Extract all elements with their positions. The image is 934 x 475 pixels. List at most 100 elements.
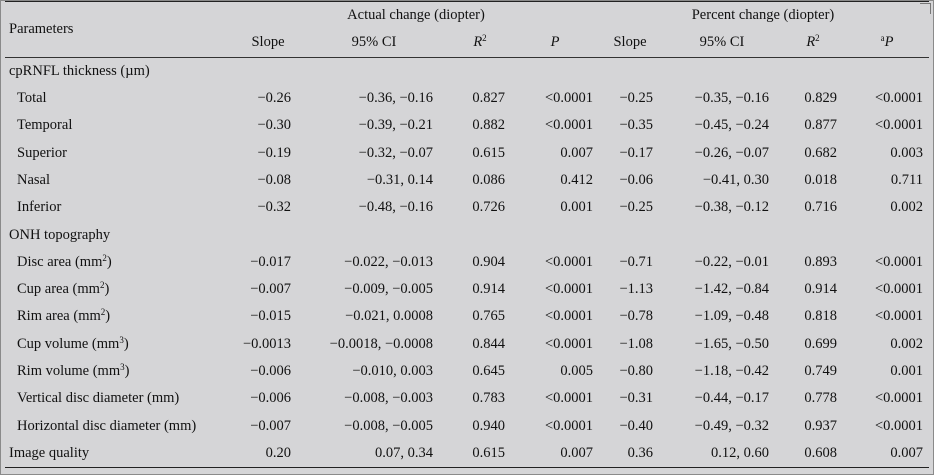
p-value: <0.0001 [544, 417, 593, 434]
p-value: <0.0001 [544, 390, 593, 407]
percent-ci-value: −0.41, 0.30 [702, 171, 769, 188]
table-row: Horizontal disc diameter (mm) −0.007 −0.00… [5, 412, 929, 439]
p-value: <0.0001 [544, 308, 593, 325]
adjusted-p-value: 0.002 [890, 199, 923, 216]
slope-value: −0.26 [257, 90, 291, 107]
p-value: <0.0001 [544, 253, 593, 270]
table-row: Rim area (mm2) −0.015 −0.021, 0.0008 0.765 <… [5, 303, 929, 330]
percent-r2-value: 0.818 [804, 308, 837, 325]
table-row-image-quality: Image quality 0.20 0.07, 0.34 0.615 0.007 0.3… [5, 439, 929, 469]
row-label: Nasal [17, 171, 51, 188]
header-p: P [513, 29, 597, 58]
ci-value: −0.32, −0.07 [358, 144, 433, 161]
r2-value: 0.904 [472, 253, 505, 270]
p-value: 0.001 [560, 199, 593, 216]
regression-table: Parameters Actual change (diopter) Perce… [5, 1, 929, 469]
ci-value: −0.0018, −0.0008 [329, 335, 433, 352]
percent-r2-value: 0.716 [804, 199, 837, 216]
ci-value: −0.48, −0.16 [358, 199, 433, 216]
p-value: <0.0001 [544, 335, 593, 352]
table-row: Superior −0.19 −0.32, −0.07 0.615 0.007 −0.17… [5, 139, 929, 166]
slope-value: −0.007 [250, 281, 291, 298]
r2-value: 0.827 [472, 90, 505, 107]
ci-value: −0.021, 0.0008 [345, 308, 433, 325]
table-row: Cup volume (mm3) −0.0013 −0.0018, −0.0008 0… [5, 331, 929, 358]
percent-slope-value: −0.31 [619, 390, 653, 407]
table-body: cpRNFL thickness (µm) Total −0.26 −0.36, −0… [5, 57, 929, 469]
r2-value: 0.645 [472, 363, 505, 379]
percent-ci-value: −0.38, −0.12 [694, 199, 769, 216]
percent-slope-value: −0.71 [619, 253, 653, 270]
header-slope: Slope [235, 29, 301, 58]
percent-ci-value: −0.35, −0.16 [694, 90, 769, 107]
adjusted-p-value: <0.0001 [874, 281, 923, 298]
section-title: ONH topography [9, 226, 111, 243]
slope-value: −0.017 [250, 253, 291, 270]
percent-slope-value: −0.35 [619, 117, 653, 134]
percent-r2-value: 0.699 [804, 335, 837, 352]
p-value: <0.0001 [544, 90, 593, 107]
table-row: Inferior −0.32 −0.48, −0.16 0.726 0.001 −0.25… [5, 194, 929, 221]
percent-r2-value: 0.893 [804, 253, 837, 270]
header-parameters: Parameters [5, 1, 235, 58]
percent-r2-value: 0.829 [804, 90, 837, 107]
percent-r2-value: 0.018 [804, 171, 837, 188]
row-label: Total [17, 90, 47, 107]
header-r2-percent: R2 [781, 29, 845, 58]
table-row: Disc area (mm2) −0.017 −0.022, −0.013 0.904… [5, 249, 929, 276]
row-label: Horizontal disc diameter (mm) [17, 417, 197, 434]
p-value: <0.0001 [544, 117, 593, 134]
ci-value: 0.07, 0.34 [301, 439, 447, 469]
percent-r2-value: 0.937 [804, 417, 837, 434]
percent-ci-value: 0.12, 0.60 [663, 439, 781, 469]
header-adjusted-p: aP [845, 29, 929, 58]
percent-ci-value: −0.45, −0.24 [694, 117, 769, 134]
ci-value: −0.009, −0.005 [344, 281, 433, 298]
row-label: Image quality [5, 439, 235, 469]
header-slope-percent: Slope [597, 29, 663, 58]
r2-value: 0.765 [472, 308, 505, 325]
percent-slope-value: −0.40 [619, 417, 653, 434]
p-value: 0.412 [560, 171, 593, 188]
ci-value: −0.008, −0.005 [344, 417, 433, 434]
r2-value: 0.615 [472, 144, 505, 161]
percent-ci-value: −0.22, −0.01 [694, 253, 769, 270]
section-header-row: cpRNFL thickness (µm) [5, 57, 929, 85]
percent-slope-value: −0.78 [619, 308, 653, 325]
row-label: Vertical disc diameter (mm) [17, 390, 180, 407]
slope-value: −0.30 [257, 117, 291, 134]
ci-value: −0.36, −0.16 [358, 90, 433, 107]
percent-ci-value: −1.09, −0.48 [694, 308, 769, 325]
percent-slope-value: −0.25 [619, 199, 653, 216]
slope-value: −0.08 [257, 171, 291, 188]
ci-value: −0.010, 0.003 [352, 363, 433, 379]
percent-ci-value: −1.65, −0.50 [694, 335, 769, 352]
p-value: 0.005 [560, 363, 593, 379]
percent-r2-value: 0.682 [804, 144, 837, 161]
row-label: Disc area (mm2) [17, 252, 112, 270]
row-label: Rim volume (mm3) [17, 362, 130, 380]
percent-r2-value: 0.608 [781, 439, 845, 469]
percent-r2-value: 0.749 [804, 363, 837, 379]
p-value: 0.007 [513, 439, 597, 469]
percent-slope-value: −0.17 [619, 144, 653, 161]
p-value: 0.007 [560, 144, 593, 161]
table-row: Rim volume (mm3) −0.006 −0.010, 0.003 0.645… [5, 358, 929, 385]
r2-value: 0.940 [472, 417, 505, 434]
row-label: Cup area (mm2) [17, 280, 110, 298]
percent-ci-value: −1.42, −0.84 [694, 281, 769, 298]
row-label: Cup volume (mm3) [17, 334, 129, 352]
adjusted-p-value: 0.711 [890, 171, 923, 188]
slope-value: −0.015 [250, 308, 291, 325]
header-r2: R2 [447, 29, 513, 58]
adjusted-p-value: <0.0001 [874, 90, 923, 107]
slope-value: −0.19 [257, 144, 291, 161]
adjusted-p-value: 0.001 [890, 363, 923, 379]
ci-value: −0.022, −0.013 [344, 253, 433, 270]
slope-value: −0.32 [257, 199, 291, 216]
percent-ci-value: −1.18, −0.42 [694, 363, 769, 379]
adjusted-p-value: 0.003 [890, 144, 923, 161]
row-label: Rim area (mm2) [17, 307, 111, 325]
adjusted-p-value: <0.0001 [874, 417, 923, 434]
percent-r2-value: 0.778 [804, 390, 837, 407]
